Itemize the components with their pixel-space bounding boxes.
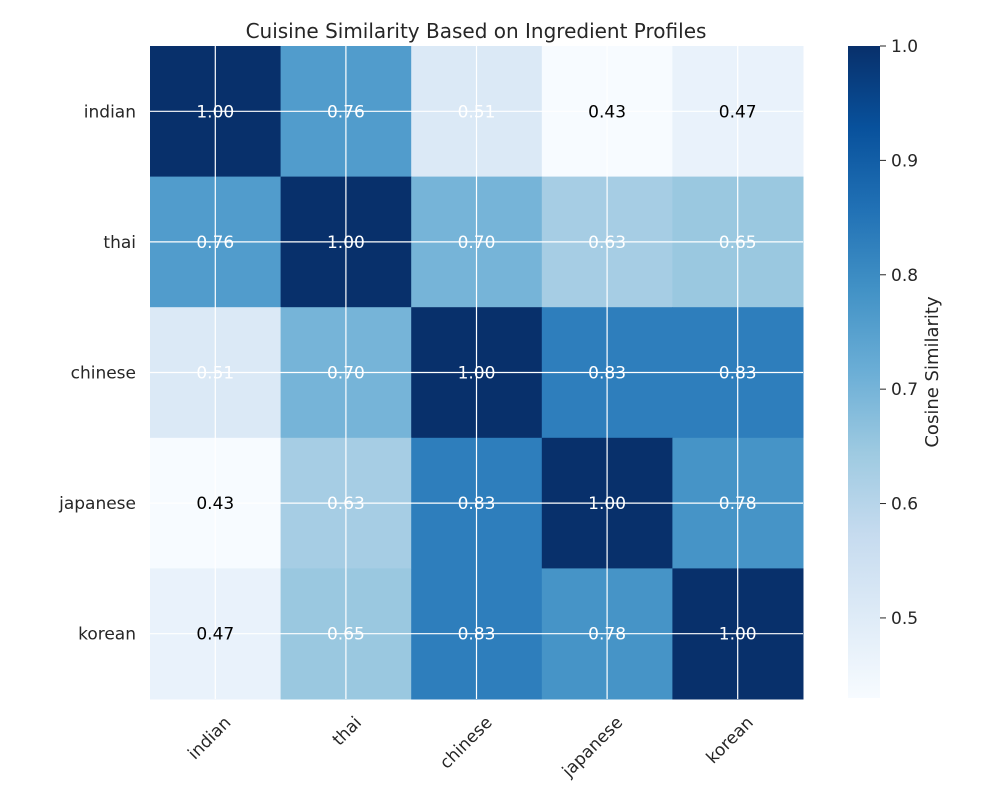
cell-value-label: 0.65 xyxy=(327,625,365,645)
cell-value-label: 1.00 xyxy=(719,625,757,645)
y-tick-label: chinese xyxy=(71,364,136,384)
cell-value-label: 1.00 xyxy=(196,102,234,122)
x-axis-tick-labels: indian thai chinese japanese korean xyxy=(184,713,757,782)
colorbar-tick-label: 0.6 xyxy=(891,495,918,515)
colorbar-ticks: 0.5 0.6 0.7 0.8 0.9 1.0 xyxy=(880,37,918,629)
cell-value-label: 1.00 xyxy=(588,494,626,514)
colorbar-tick-label: 0.7 xyxy=(891,380,918,400)
cell-value-label: 0.78 xyxy=(588,625,626,645)
y-tick-label: japanese xyxy=(58,494,136,514)
cell-value-label: 0.83 xyxy=(458,625,496,645)
x-tick-label: korean xyxy=(703,713,758,768)
colorbar-tick-label: 1.0 xyxy=(891,37,918,57)
cell-value-label: 0.63 xyxy=(588,233,626,253)
colorbar: 0.5 0.6 0.7 0.8 0.9 1.0 Cosine Similarity xyxy=(848,37,943,698)
x-tick-label: chinese xyxy=(436,713,496,773)
colorbar-label: Cosine Similarity xyxy=(922,296,943,448)
cell-value-label: 1.00 xyxy=(327,233,365,253)
cell-value-label: 0.76 xyxy=(327,102,365,122)
cell-value-label: 0.51 xyxy=(196,364,234,384)
x-tick-label: indian xyxy=(184,713,235,764)
y-axis-tick-labels: indian thai chinese japanese korean xyxy=(58,102,136,644)
cell-value-labels: 1.00 0.76 0.51 0.43 0.47 0.76 1.00 0.70 0.63 0.65… xyxy=(196,102,756,644)
cell-value-label: 0.51 xyxy=(458,102,496,122)
colorbar-gradient xyxy=(848,46,880,698)
colorbar-tick-label: 0.5 xyxy=(891,609,918,629)
cell-value-label: 0.70 xyxy=(458,233,496,253)
cell-value-label: 0.83 xyxy=(458,494,496,514)
cell-value-label: 0.43 xyxy=(588,102,626,122)
cell-value-label: 0.43 xyxy=(196,494,234,514)
cell-value-label: 0.83 xyxy=(588,364,626,384)
cell-value-label: 0.70 xyxy=(327,364,365,384)
chart-title: Cuisine Similarity Based on Ingredient P… xyxy=(246,19,707,43)
cell-value-label: 0.47 xyxy=(196,625,234,645)
cell-value-label: 0.83 xyxy=(719,364,757,384)
x-tick-label: japanese xyxy=(558,713,627,782)
y-tick-label: thai xyxy=(103,233,136,253)
colorbar-tick-label: 0.9 xyxy=(891,151,918,171)
y-tick-label: indian xyxy=(84,102,136,122)
heatmap-grid xyxy=(150,46,803,699)
x-tick-label: thai xyxy=(329,713,366,750)
colorbar-tick-label: 0.8 xyxy=(891,266,918,286)
cell-value-label: 0.65 xyxy=(719,233,757,253)
cell-value-label: 0.47 xyxy=(719,102,757,122)
cell-value-label: 0.63 xyxy=(327,494,365,514)
cell-value-label: 1.00 xyxy=(458,364,496,384)
cell-value-label: 0.78 xyxy=(719,494,757,514)
cell-value-label: 0.76 xyxy=(196,233,234,253)
y-tick-label: korean xyxy=(78,625,136,645)
